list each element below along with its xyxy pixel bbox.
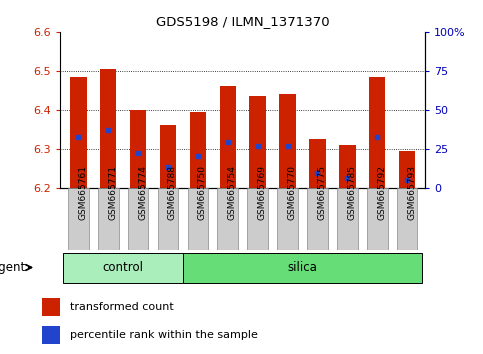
Text: GSM665754: GSM665754	[228, 165, 237, 220]
Bar	[98, 188, 118, 250]
Title: GDS5198 / ILMN_1371370: GDS5198 / ILMN_1371370	[156, 15, 329, 28]
Bar	[307, 188, 328, 250]
Text: GSM665761: GSM665761	[78, 165, 87, 220]
Text: silica: silica	[287, 261, 317, 274]
Text: GSM665792: GSM665792	[377, 165, 386, 220]
Bar	[130, 110, 146, 188]
Bar	[339, 145, 355, 188]
Bar	[399, 150, 415, 188]
Bar	[337, 188, 357, 250]
Bar	[42, 326, 60, 344]
Bar	[63, 253, 183, 283]
Text: agent: agent	[0, 261, 25, 274]
Bar	[42, 298, 60, 316]
Text: GSM665775: GSM665775	[317, 165, 327, 220]
Text: transformed count: transformed count	[70, 302, 173, 312]
Bar	[217, 188, 238, 250]
Text: percentile rank within the sample: percentile rank within the sample	[70, 330, 257, 340]
Bar	[220, 86, 236, 188]
Text: GSM665770: GSM665770	[287, 165, 297, 220]
Text: GSM665793: GSM665793	[407, 165, 416, 220]
Text: control: control	[103, 261, 143, 274]
Text: GSM665750: GSM665750	[198, 165, 207, 220]
Bar	[68, 188, 88, 250]
Text: GSM665774: GSM665774	[138, 165, 147, 220]
Bar	[157, 188, 178, 250]
Bar	[277, 188, 298, 250]
Bar	[190, 112, 206, 188]
Text: GSM665769: GSM665769	[257, 165, 267, 220]
Bar	[249, 96, 266, 188]
Bar	[309, 139, 326, 188]
Bar	[367, 188, 387, 250]
Text: GSM665785: GSM665785	[347, 165, 356, 220]
Bar	[183, 253, 422, 283]
Text: GSM665788: GSM665788	[168, 165, 177, 220]
Bar	[70, 76, 86, 188]
Bar	[247, 188, 268, 250]
Bar	[279, 94, 296, 188]
Bar	[187, 188, 208, 250]
Bar	[397, 188, 417, 250]
Bar	[369, 76, 385, 188]
Bar	[128, 188, 148, 250]
Bar	[160, 125, 176, 188]
Text: GSM665771: GSM665771	[108, 165, 117, 220]
Bar	[100, 69, 116, 188]
